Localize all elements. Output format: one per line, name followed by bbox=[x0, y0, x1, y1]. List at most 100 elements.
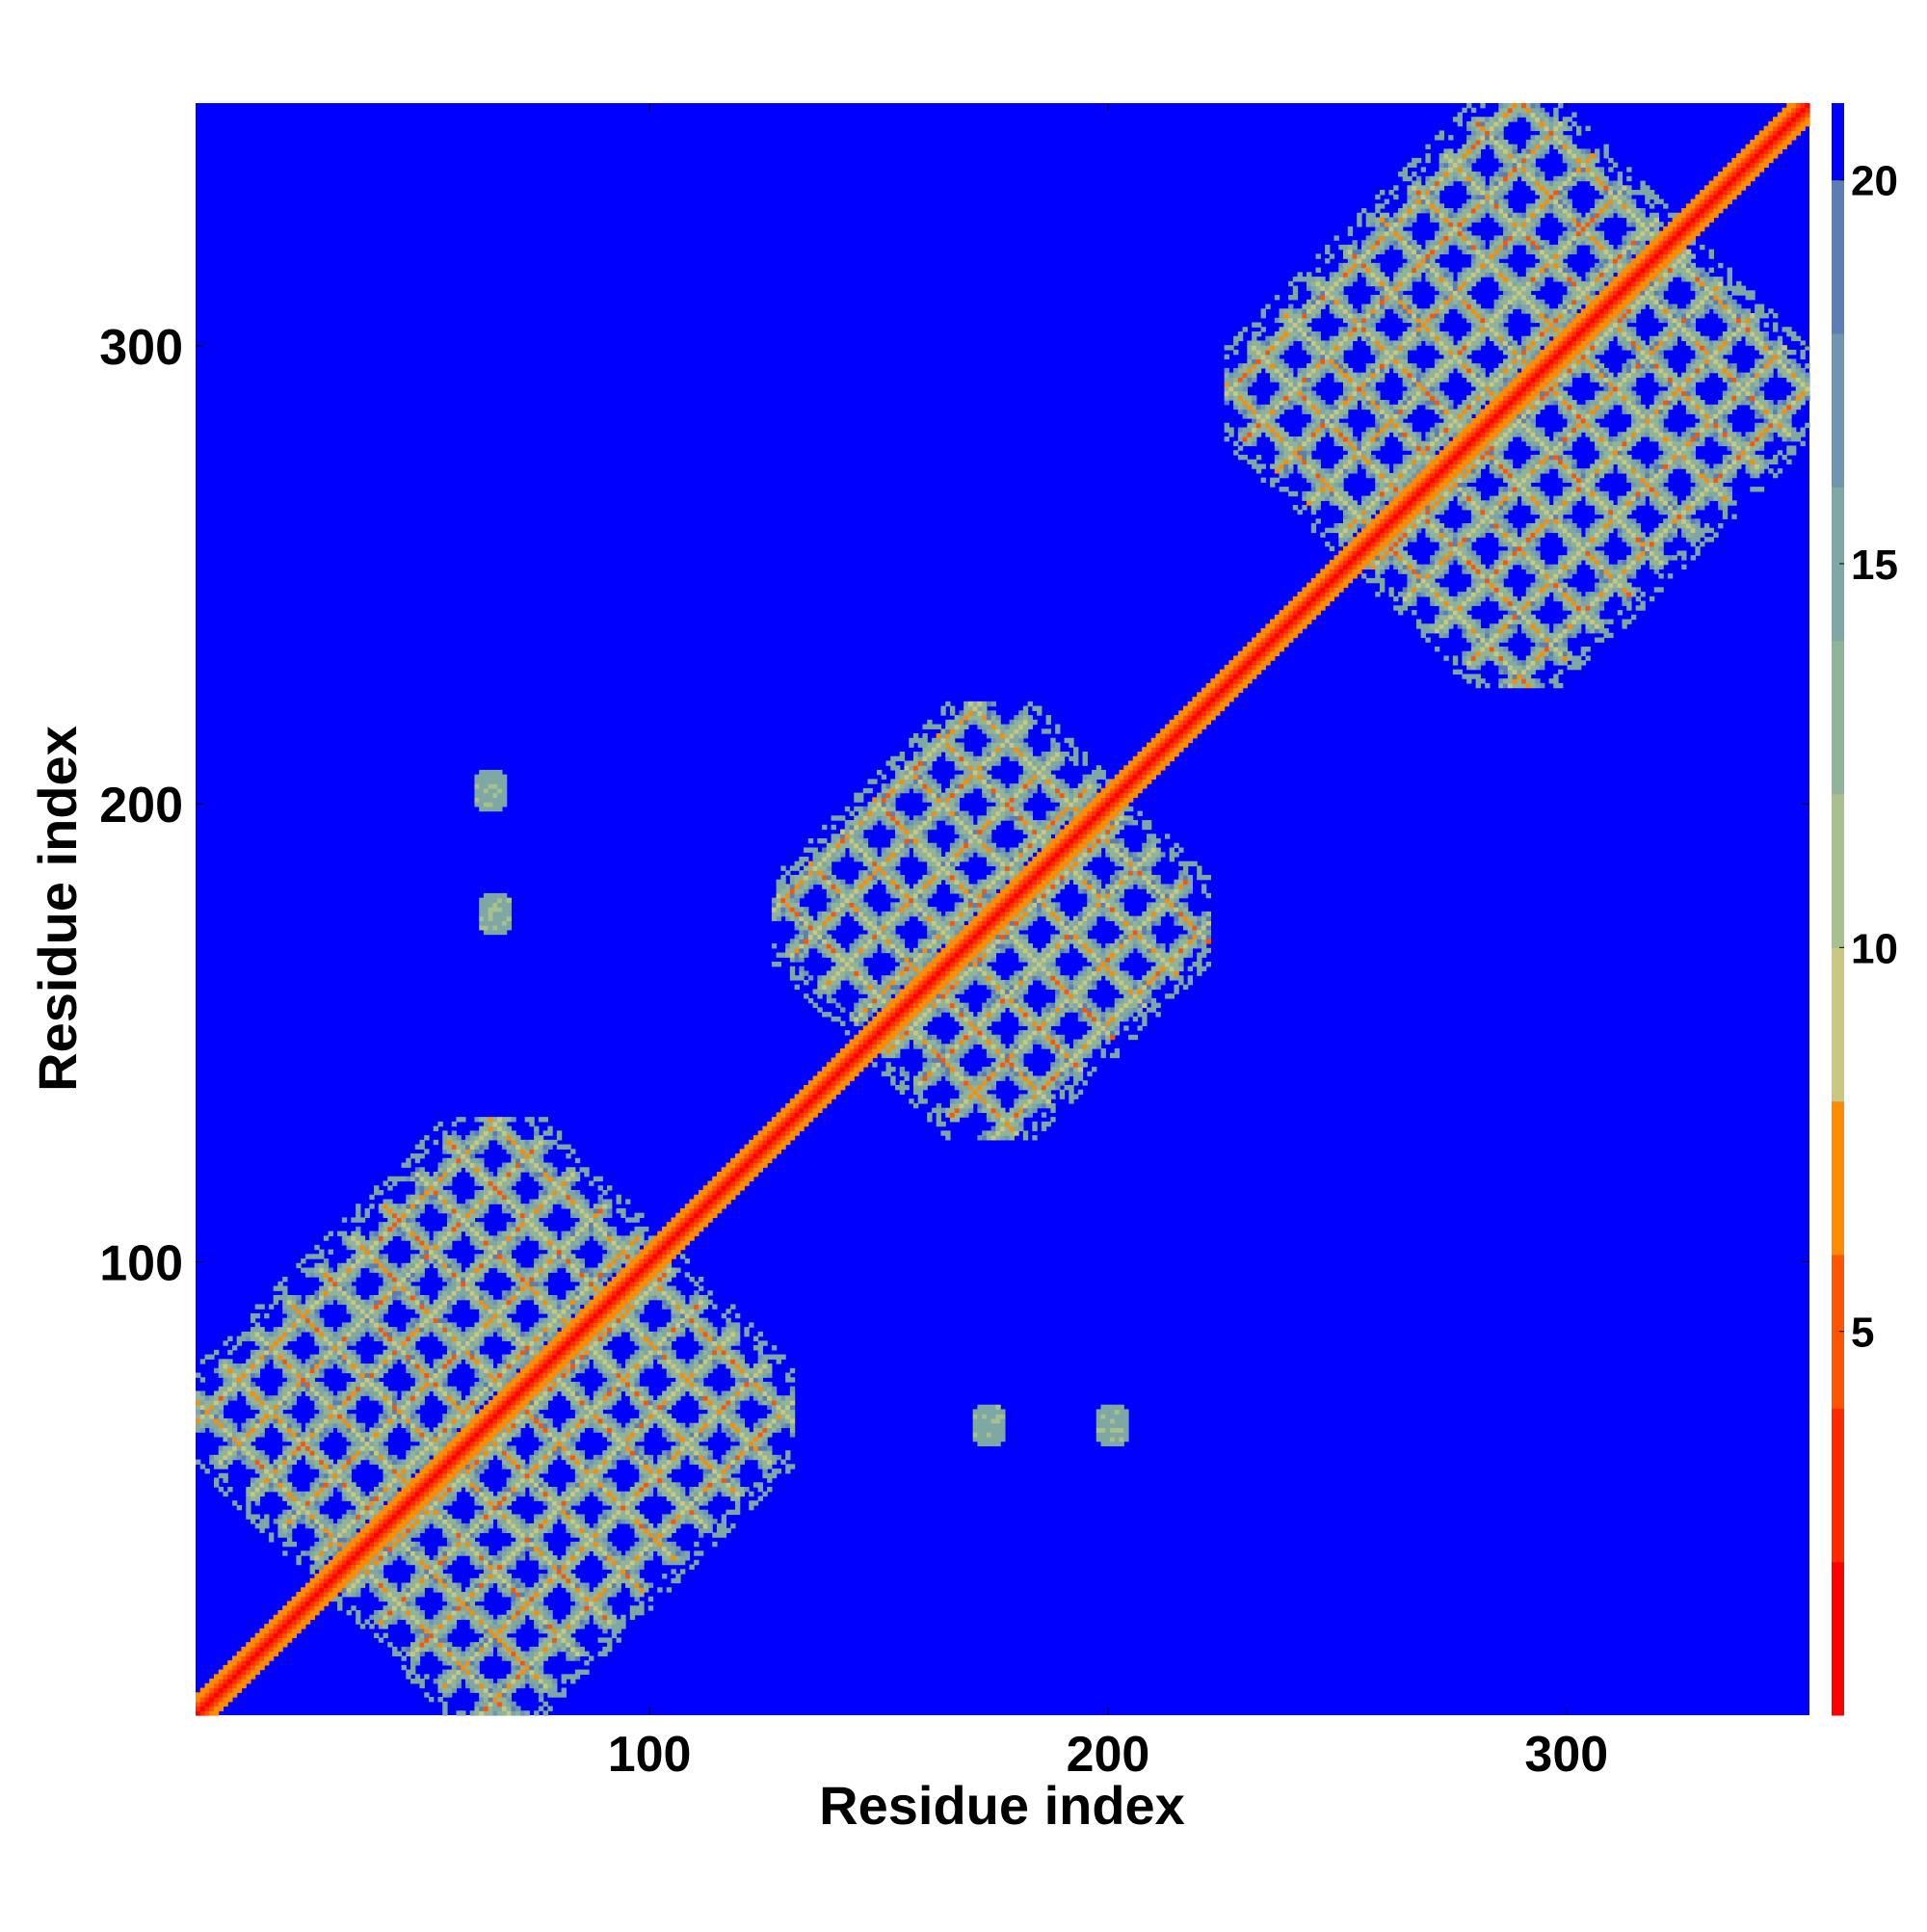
heatmap-cell bbox=[479, 1697, 484, 1702]
heatmap-cell bbox=[479, 1587, 484, 1592]
heatmap-cell bbox=[415, 1679, 420, 1683]
heatmap-cell bbox=[402, 1537, 407, 1542]
heatmap-cell bbox=[447, 1555, 452, 1560]
heatmap-cell bbox=[387, 1395, 392, 1400]
heatmap-cell bbox=[402, 1482, 407, 1487]
heatmap-cell bbox=[479, 1391, 484, 1396]
heatmap-cell bbox=[515, 1550, 520, 1555]
heatmap-cell bbox=[488, 925, 493, 930]
heatmap-cell bbox=[342, 1263, 347, 1268]
heatmap-cell bbox=[319, 1523, 324, 1528]
heatmap-cell bbox=[287, 1418, 292, 1423]
heatmap-cell bbox=[452, 1460, 457, 1465]
heatmap-cell bbox=[415, 1231, 420, 1236]
heatmap-cell bbox=[379, 1532, 383, 1537]
heatmap-cell bbox=[520, 1619, 525, 1624]
heatmap-cell bbox=[474, 1167, 479, 1172]
heatmap-cell bbox=[351, 1245, 356, 1250]
heatmap-cell bbox=[429, 1574, 434, 1578]
heatmap-cell bbox=[296, 1628, 301, 1633]
heatmap-cell bbox=[347, 1437, 352, 1442]
heatmap-cell bbox=[314, 1528, 319, 1533]
heatmap-cell bbox=[534, 1149, 539, 1153]
heatmap-cell bbox=[484, 1117, 488, 1122]
heatmap-cell bbox=[515, 1382, 520, 1387]
heatmap-cell bbox=[415, 1359, 420, 1363]
heatmap-cell bbox=[429, 1258, 434, 1263]
heatmap-cell bbox=[461, 1665, 465, 1670]
heatmap-cell bbox=[365, 1500, 370, 1505]
heatmap-cell bbox=[387, 1469, 392, 1473]
heatmap-cell bbox=[497, 783, 502, 788]
heatmap-cell bbox=[324, 1487, 329, 1492]
heatmap-cell bbox=[442, 1363, 447, 1368]
heatmap-cell bbox=[415, 1605, 420, 1610]
heatmap-cell bbox=[515, 1377, 520, 1382]
heatmap-cell bbox=[470, 1423, 475, 1428]
heatmap-cell bbox=[534, 1528, 539, 1533]
heatmap-cell bbox=[539, 1350, 543, 1355]
heatmap-cell bbox=[470, 1442, 475, 1446]
heatmap-cell bbox=[534, 1460, 539, 1465]
heatmap-cell bbox=[507, 1523, 512, 1528]
heatmap-cell bbox=[488, 1560, 493, 1565]
heatmap-cell bbox=[437, 1208, 442, 1213]
heatmap-cell bbox=[251, 1450, 255, 1455]
heatmap-cell bbox=[534, 1487, 539, 1492]
heatmap-cell bbox=[251, 1373, 255, 1378]
heatmap-cell bbox=[397, 1547, 402, 1551]
heatmap-cell bbox=[511, 1455, 515, 1460]
heatmap-cell bbox=[329, 1550, 333, 1555]
heatmap-cell bbox=[277, 1637, 282, 1642]
heatmap-cell bbox=[292, 1624, 297, 1628]
heatmap-cell bbox=[437, 1427, 442, 1432]
heatmap-cell bbox=[410, 1172, 415, 1177]
heatmap-cell bbox=[511, 1340, 515, 1345]
heatmap-cell bbox=[492, 916, 497, 921]
heatmap-cell bbox=[452, 1199, 457, 1204]
heatmap-cell bbox=[529, 1660, 534, 1665]
heatmap-cell bbox=[237, 1505, 242, 1510]
heatmap-cell bbox=[437, 1637, 442, 1642]
heatmap-cell bbox=[329, 1409, 333, 1414]
heatmap-cell bbox=[474, 1519, 479, 1523]
heatmap-cell bbox=[452, 1400, 457, 1405]
heatmap-cell bbox=[515, 1222, 520, 1227]
heatmap-cell bbox=[324, 1277, 329, 1282]
heatmap-cell bbox=[452, 1660, 457, 1665]
heatmap-cell bbox=[447, 1482, 452, 1487]
heatmap-cell bbox=[351, 1258, 356, 1263]
heatmap-cell bbox=[515, 1555, 520, 1560]
heatmap-cell bbox=[356, 1250, 360, 1255]
heatmap-cell bbox=[251, 1492, 255, 1496]
heatmap-cell bbox=[539, 1478, 543, 1483]
heatmap-cell bbox=[351, 1290, 356, 1295]
heatmap-cell bbox=[383, 1395, 388, 1400]
heatmap-cell bbox=[324, 1423, 329, 1428]
heatmap-cell bbox=[397, 1592, 402, 1597]
heatmap-cell bbox=[447, 1473, 452, 1478]
heatmap-cell bbox=[429, 1195, 434, 1200]
heatmap-cell bbox=[287, 1359, 292, 1363]
heatmap-cell bbox=[337, 1282, 342, 1286]
heatmap-cell bbox=[529, 1327, 534, 1332]
heatmap-cell bbox=[424, 1574, 429, 1578]
heatmap-cell bbox=[259, 1409, 264, 1414]
heatmap-cell bbox=[424, 1455, 429, 1460]
heatmap-cell bbox=[507, 1382, 512, 1387]
heatmap-cell bbox=[282, 1510, 287, 1515]
heatmap-cell bbox=[329, 1337, 333, 1341]
heatmap-cell bbox=[219, 1707, 224, 1711]
heatmap-cell bbox=[502, 1710, 507, 1715]
heatmap-cell bbox=[360, 1427, 365, 1432]
heatmap-cell bbox=[402, 1423, 407, 1428]
heatmap-cell bbox=[465, 1450, 470, 1455]
heatmap-cell bbox=[442, 1432, 447, 1437]
heatmap-cell bbox=[282, 1469, 287, 1473]
heatmap-cell bbox=[232, 1391, 237, 1396]
heatmap-cell bbox=[351, 1268, 356, 1273]
heatmap-cell bbox=[232, 1683, 237, 1688]
heatmap-cell bbox=[479, 1528, 484, 1533]
heatmap-cell bbox=[424, 1496, 429, 1501]
heatmap-cell bbox=[484, 1628, 488, 1633]
